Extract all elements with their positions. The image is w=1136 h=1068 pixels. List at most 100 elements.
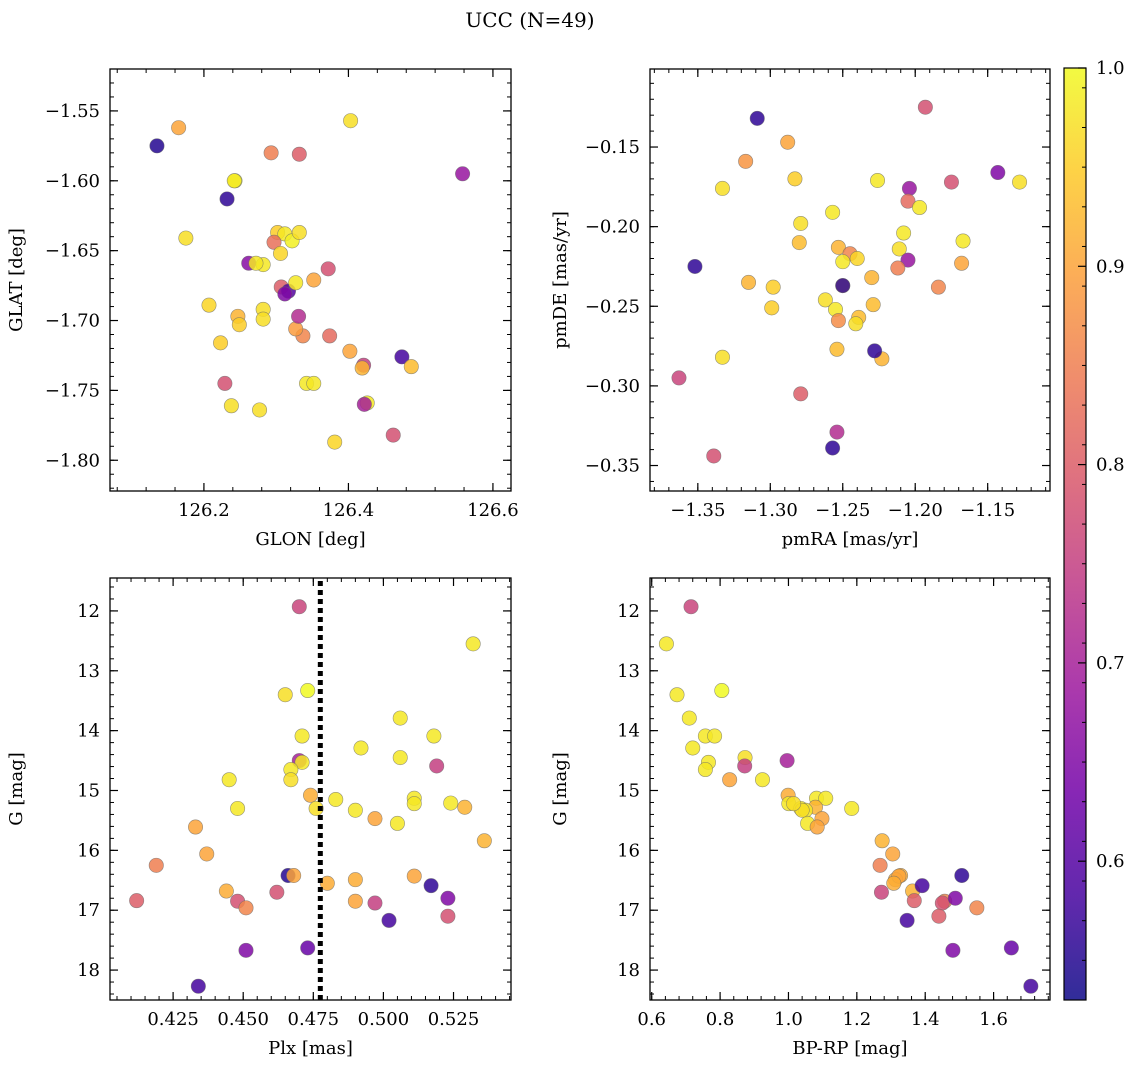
data-point <box>327 434 343 450</box>
data-point <box>171 120 187 136</box>
data-point <box>870 172 886 188</box>
data-point <box>990 165 1006 181</box>
data-point <box>835 254 851 270</box>
data-point <box>786 796 802 812</box>
data-point <box>671 370 687 386</box>
data-point <box>873 884 889 900</box>
x-axis-label: Plx [mas] <box>268 1038 353 1059</box>
data-point <box>954 867 970 883</box>
data-point <box>367 811 383 827</box>
data-point <box>219 191 235 207</box>
data-point <box>737 758 753 774</box>
x-tick-label: 1.0 <box>774 1009 803 1030</box>
y-axis-label: G [mag] <box>6 752 27 825</box>
data-point <box>308 800 324 816</box>
y-tick-label: 16 <box>617 840 640 861</box>
data-point <box>791 235 807 251</box>
data-point <box>969 900 985 916</box>
data-point <box>423 878 439 894</box>
minor-ticks <box>110 578 511 1000</box>
colorbar-frame <box>1063 67 1087 1001</box>
data-point <box>129 893 145 909</box>
data-point <box>403 359 419 375</box>
data-point <box>230 800 246 816</box>
data-point <box>900 252 916 268</box>
data-point <box>722 772 738 788</box>
data-point <box>263 145 279 161</box>
data-point <box>347 872 363 888</box>
axes-frame <box>109 577 512 1001</box>
data-point <box>901 180 917 196</box>
data-point <box>213 335 229 351</box>
data-point <box>226 173 242 189</box>
colorbar-tick-label: 0.7 <box>1096 653 1125 674</box>
data-point <box>890 260 906 276</box>
data-point <box>931 908 947 924</box>
data-point <box>440 908 456 924</box>
y-tick-label: 17 <box>77 900 100 921</box>
data-point <box>394 349 410 365</box>
axes-frame <box>109 68 512 492</box>
x-axis-label: GLON [deg] <box>255 529 365 550</box>
y-tick-label: 13 <box>77 661 100 682</box>
data-point <box>221 772 237 788</box>
x-tick-label: 0.8 <box>706 1009 735 1030</box>
data-point <box>238 942 254 958</box>
data-point <box>238 900 254 916</box>
data-point <box>793 215 809 231</box>
data-point <box>320 261 336 277</box>
data-point <box>291 146 307 162</box>
y-tick-label: 14 <box>617 721 640 742</box>
data-point <box>322 328 338 344</box>
data-point <box>389 815 405 831</box>
data-point <box>455 166 471 182</box>
axes-frame <box>649 577 1051 1001</box>
data-point <box>217 375 233 391</box>
data-point <box>201 297 217 313</box>
y-tick-label: −0.30 <box>585 376 640 397</box>
y-tick-label: 12 <box>77 601 100 622</box>
minor-ticks <box>650 578 1050 1000</box>
data-point <box>319 875 335 891</box>
y-axis-label: GLAT [deg] <box>6 228 27 332</box>
data-point <box>269 884 285 900</box>
data-point <box>874 833 890 849</box>
figure-title: UCC (N=49) <box>465 8 594 32</box>
x-tick-label: 126.4 <box>323 500 375 521</box>
data-point <box>302 787 318 803</box>
data-point <box>825 204 841 220</box>
data-point <box>947 890 963 906</box>
data-point <box>817 292 833 308</box>
scatter-points <box>658 599 1039 994</box>
y-tick-label: −0.15 <box>585 137 640 158</box>
data-point <box>896 225 912 241</box>
data-point <box>367 895 383 911</box>
data-point <box>934 895 950 911</box>
data-point <box>342 343 358 359</box>
data-point <box>300 683 316 699</box>
x-tick-label: 0.6 <box>637 1009 666 1030</box>
data-point <box>283 772 299 788</box>
data-point <box>406 868 422 884</box>
data-point <box>178 230 194 246</box>
y-tick-label: −1.65 <box>45 241 100 262</box>
x-tick-label: 0.500 <box>358 1009 410 1030</box>
data-point <box>707 728 723 744</box>
data-point <box>385 427 401 443</box>
data-point <box>188 819 204 835</box>
data-point <box>255 311 271 327</box>
x-tick-label: 0.450 <box>217 1009 269 1030</box>
data-point <box>914 878 930 894</box>
data-point <box>738 153 754 169</box>
data-point <box>685 740 701 756</box>
data-point <box>1012 174 1028 190</box>
data-point <box>779 753 795 769</box>
y-tick-label: 15 <box>617 780 640 801</box>
data-point <box>392 710 408 726</box>
x-tick-label: −1.20 <box>888 500 943 521</box>
data-point <box>906 893 922 909</box>
data-point <box>476 833 492 849</box>
data-point <box>787 171 803 187</box>
data-point <box>658 636 674 652</box>
